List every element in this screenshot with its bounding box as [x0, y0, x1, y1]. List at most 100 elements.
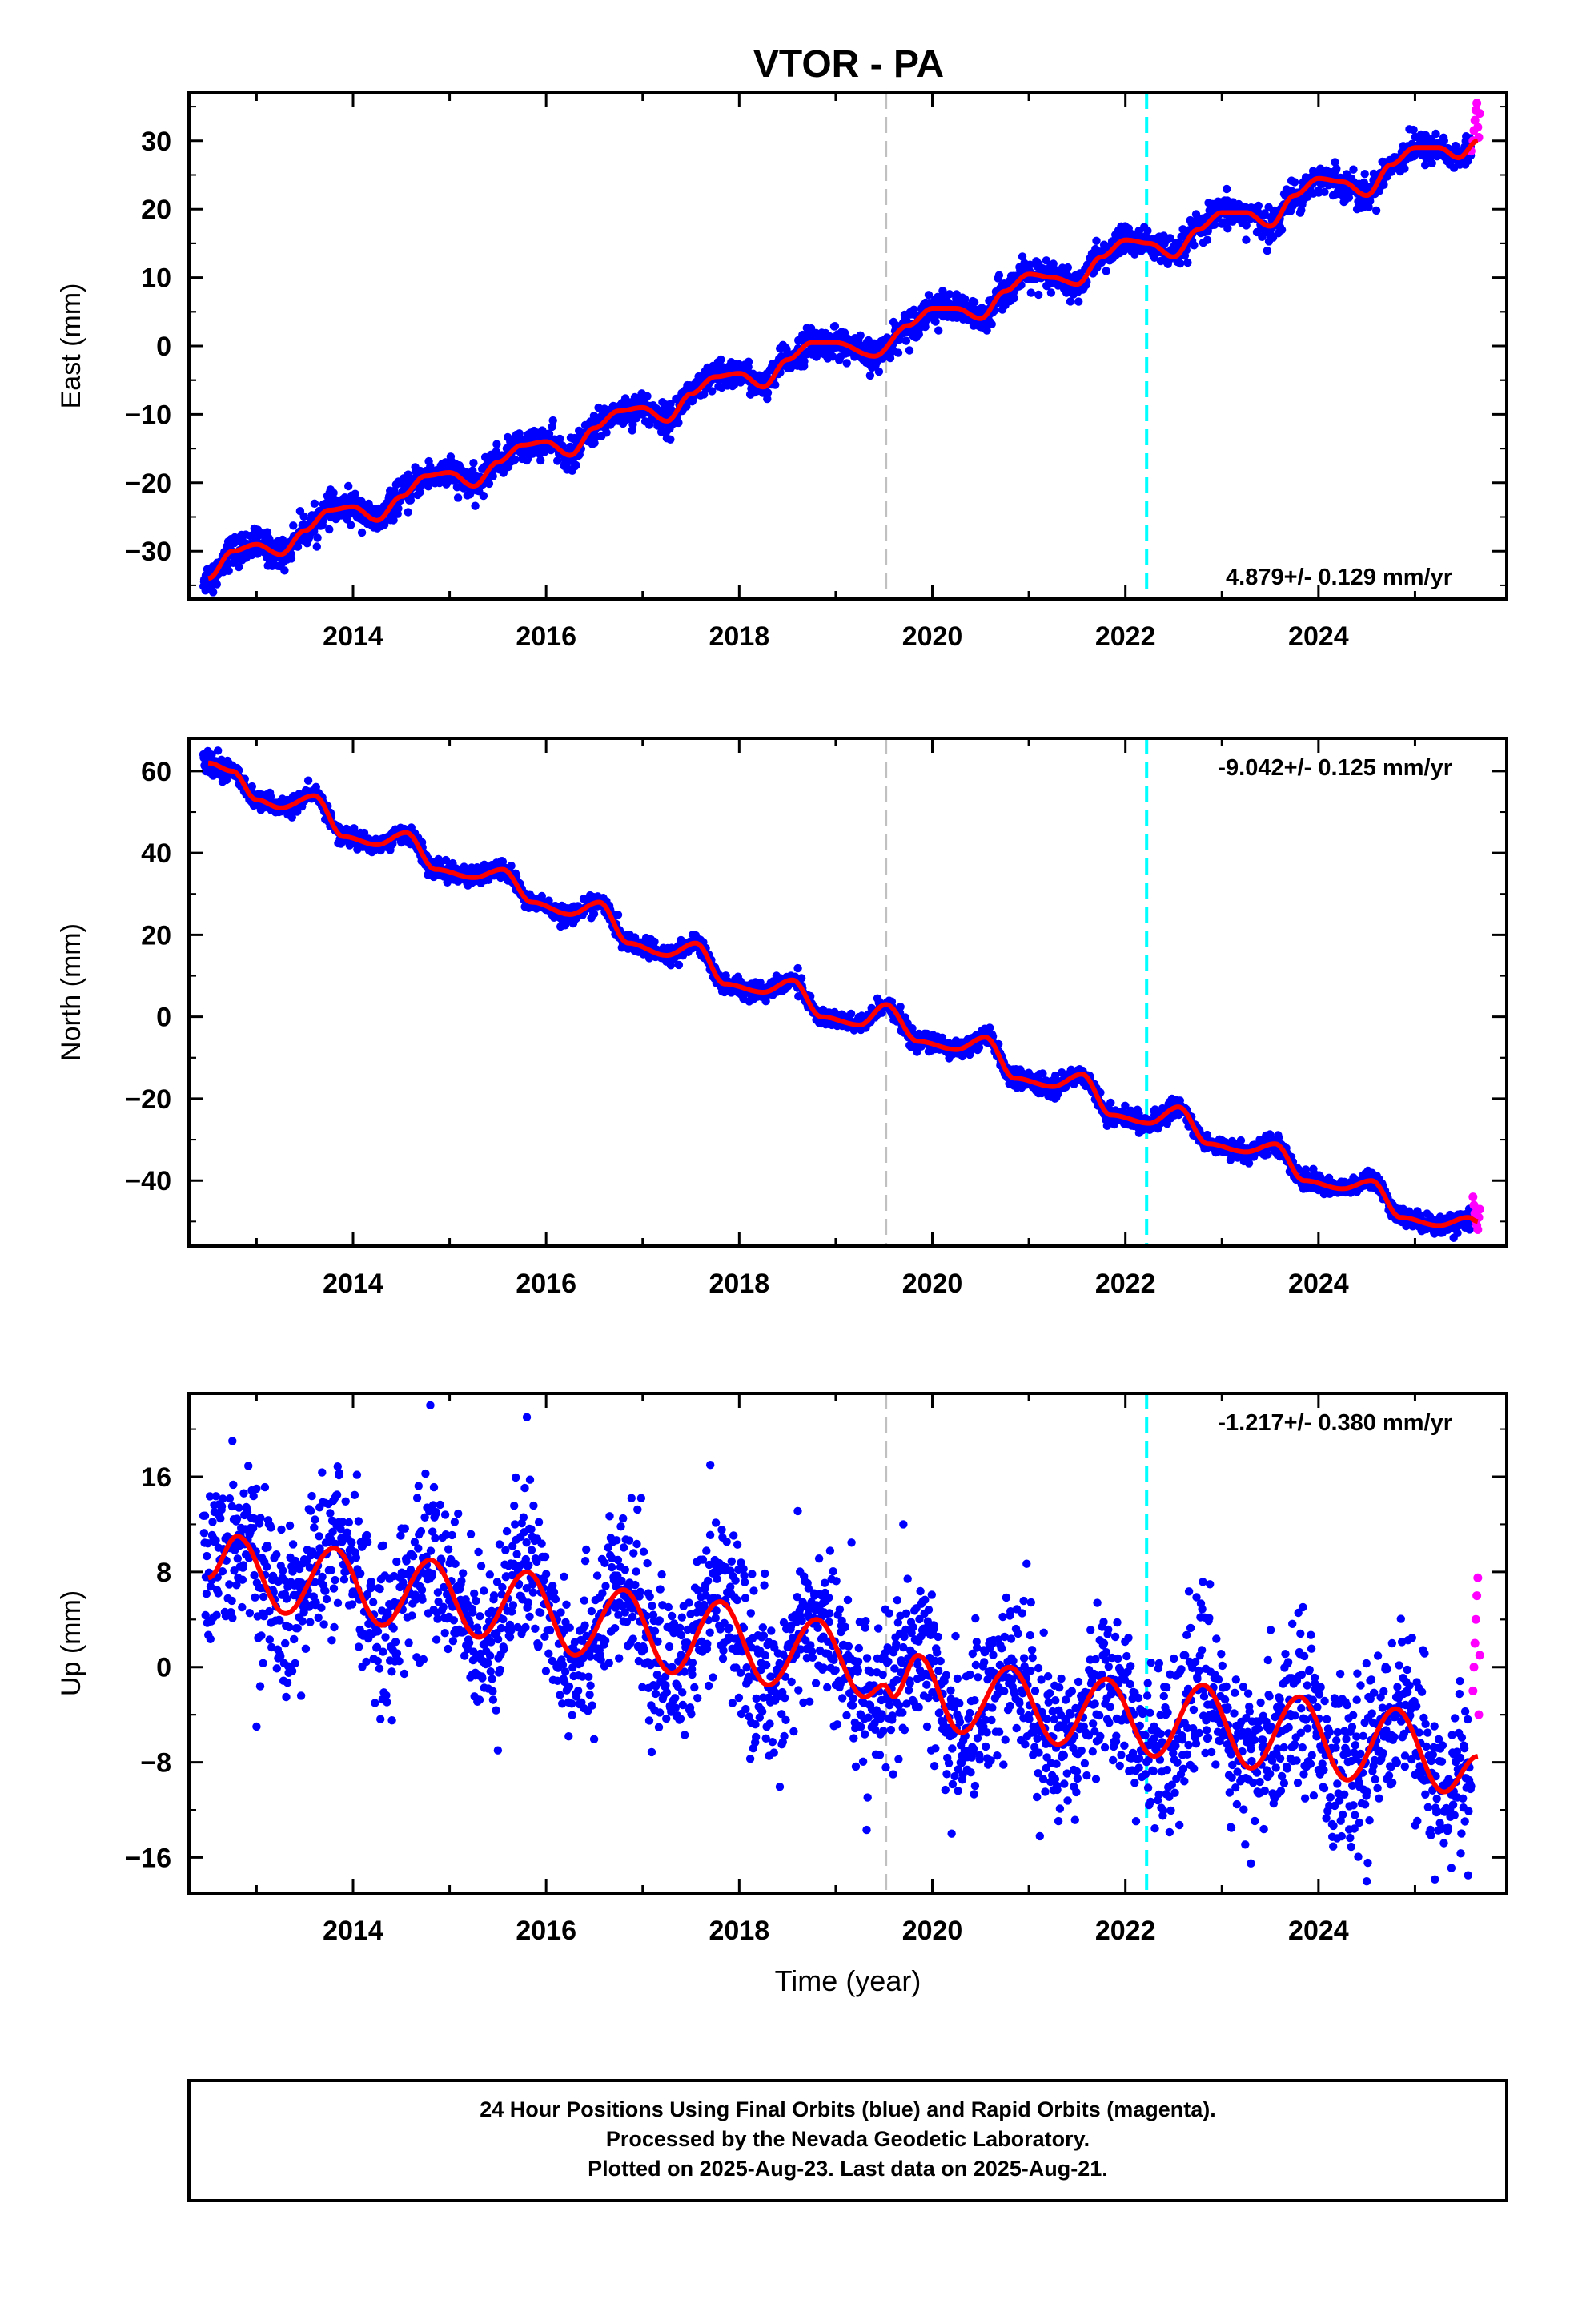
final-point: [293, 542, 303, 551]
final-point: [441, 855, 451, 865]
final-point: [865, 371, 875, 380]
final-point: [682, 402, 691, 411]
final-point: [797, 974, 806, 983]
final-point: [590, 439, 599, 448]
series-rapid-orbits-east: [1466, 99, 1484, 156]
final-point: [1332, 164, 1341, 173]
final-point: [1254, 201, 1263, 211]
final-point: [987, 320, 996, 328]
final-point: [1427, 135, 1435, 144]
x-tick-label: 2014: [323, 621, 383, 652]
final-point: [744, 357, 753, 366]
final-point: [994, 271, 1004, 279]
final-point: [303, 776, 313, 785]
y-tick-label: −20: [125, 468, 171, 499]
plot-area-east: [199, 93, 1484, 599]
final-point: [763, 388, 773, 397]
final-point: [351, 489, 359, 498]
final-point: [1074, 297, 1083, 306]
final-point-outlier: [1242, 235, 1251, 244]
final-point: [970, 298, 979, 307]
x-tick-label: 2018: [709, 621, 770, 652]
final-point: [299, 512, 308, 521]
final-point: [359, 828, 369, 838]
final-point: [830, 322, 840, 331]
final-point: [484, 479, 494, 489]
final-point: [1277, 225, 1287, 235]
final-point: [952, 313, 962, 322]
final-point: [666, 961, 676, 970]
final-point: [666, 400, 675, 408]
final-point: [901, 336, 911, 345]
x-tick-label: 2022: [1095, 621, 1156, 652]
final-point: [905, 346, 914, 355]
final-point: [548, 422, 556, 432]
final-point: [1242, 221, 1251, 230]
final-point: [511, 455, 520, 464]
final-point: [717, 355, 725, 364]
final-point: [1371, 206, 1381, 215]
final-point: [1421, 160, 1430, 170]
final-point: [347, 521, 355, 529]
final-point: [329, 489, 338, 497]
rapid-point: [1475, 109, 1484, 119]
y-axis-label: East (mm): [56, 283, 86, 409]
final-point: [515, 429, 524, 438]
chart-title: VTOR - PA: [753, 43, 944, 86]
final-point: [893, 348, 903, 357]
final-point: [829, 352, 837, 361]
final-point: [1427, 159, 1436, 167]
final-point-outlier: [909, 331, 917, 340]
final-point: [1223, 224, 1232, 233]
model-curve-east: [207, 138, 1479, 581]
final-point: [1409, 125, 1418, 135]
final-point: [1190, 241, 1199, 250]
final-point: [404, 508, 412, 517]
final-point: [1042, 256, 1051, 265]
rate-label-east: 4.879+/- 0.129 mm/yr: [1226, 565, 1452, 590]
y-tick-label: 20: [141, 195, 171, 225]
final-point: [974, 1043, 984, 1052]
final-point: [1102, 1121, 1112, 1131]
final-point: [874, 367, 884, 376]
y-tick-label: −30: [125, 537, 171, 567]
y-tick-label: 0: [156, 332, 171, 362]
x-tick-label: 2020: [902, 621, 963, 652]
final-point: [1121, 1101, 1130, 1111]
final-point: [628, 420, 637, 429]
final-point: [763, 394, 772, 404]
final-point-outlier: [1352, 204, 1362, 214]
final-point: [536, 456, 545, 465]
final-point: [800, 356, 809, 366]
final-point: [674, 960, 684, 970]
final-point: [498, 857, 508, 866]
final-point: [1344, 193, 1354, 202]
final-point: [771, 380, 780, 389]
final-point: [1439, 136, 1449, 145]
series-final-orbits-east: [199, 125, 1476, 597]
final-point: [846, 1009, 856, 1019]
final-point: [453, 493, 463, 502]
y-tick-label: −10: [125, 400, 171, 430]
final-point: [325, 525, 334, 534]
final-point: [1049, 259, 1058, 268]
final-point: [389, 516, 398, 525]
final-point: [931, 317, 940, 326]
final-point: [350, 824, 359, 833]
final-point: [212, 580, 221, 589]
final-point: [1431, 129, 1440, 139]
final-point: [674, 418, 683, 428]
final-point: [982, 326, 991, 335]
final-point: [1210, 220, 1219, 229]
final-point: [986, 1023, 994, 1032]
final-point: [896, 1003, 905, 1011]
rapid-point: [1473, 123, 1483, 132]
series-final-orbits-north: [199, 746, 1476, 1242]
final-point: [1236, 1136, 1246, 1145]
final-point: [666, 435, 675, 444]
final-point: [921, 322, 930, 332]
final-point: [961, 295, 970, 304]
